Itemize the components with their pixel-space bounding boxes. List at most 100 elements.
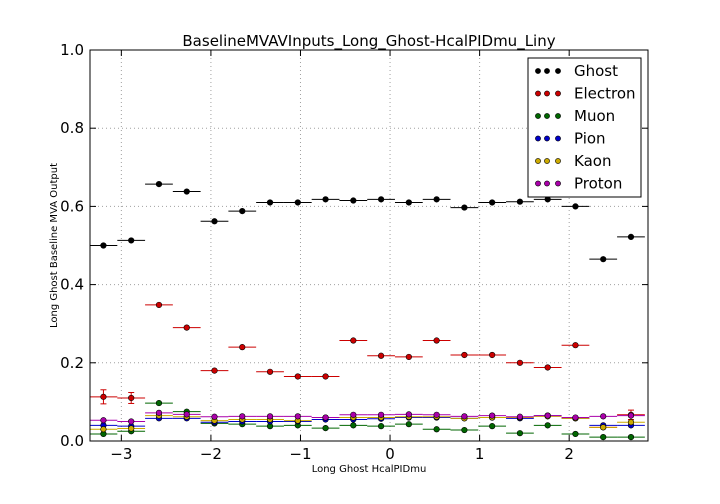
x-tick-label: −1 [289,445,311,463]
y-tick-label: 0.8 [60,119,84,137]
data-point [155,399,163,407]
x-tick-label: −3 [110,445,132,463]
data-point [489,199,496,206]
data-point [572,203,579,210]
data-point [489,412,496,419]
x-tick-label: −2 [200,445,222,463]
x-tick-label: 1 [475,445,485,463]
data-point [128,425,135,432]
data-point [377,423,385,430]
legend-label: Ghost [574,62,618,80]
data-point [266,199,274,206]
series-ghost [89,181,645,263]
legend-marker [535,180,541,187]
legend-marker [535,68,541,74]
data-point [516,430,524,437]
data-point [516,413,524,420]
legend-marker [544,68,550,74]
data-point [183,324,190,331]
data-point [600,424,607,431]
y-tick-label: 0.4 [60,276,84,294]
x-tick-label: 2 [564,445,574,463]
legend-label: Pion [574,130,606,148]
y-tick-label: 1.0 [60,41,84,59]
y-tick-label: 0.0 [60,432,84,450]
legend-marker [544,158,550,164]
data-point [128,237,135,244]
data-point [377,352,385,359]
data-point [350,337,357,344]
data-point [627,412,635,419]
data-point [266,368,274,375]
data-point [627,433,635,441]
data-point [489,423,496,430]
data-point [516,198,524,205]
plot-frame [89,49,649,442]
data-point [100,393,107,400]
data-point [433,337,440,344]
x-axis-label: Long Ghost HcalPIDmu [312,464,427,475]
legend-marker [555,90,561,97]
data-point [433,196,440,203]
legend-marker [555,113,561,119]
data-point [544,412,551,419]
legend-marker [535,90,541,97]
data-point [600,256,607,263]
legend-marker [535,158,541,164]
data-point [100,242,107,249]
data-point [627,233,635,240]
legend-marker [544,180,550,187]
legend-marker [544,135,550,142]
data-point [155,301,163,309]
data-point [405,199,412,206]
data-point [377,411,385,418]
data-point [294,413,301,420]
data-point [128,394,135,402]
data-point [350,197,357,204]
legend: Ghost Electron Muon Pion Kaon Proton [527,57,642,198]
data-point [100,417,107,424]
legend-label: Electron [574,85,636,103]
data-point [183,188,190,195]
data-point [489,351,496,359]
data-point [322,424,329,432]
axis-ticks: −3 −2 −1 0 1 2 0.0 0.2 0.4 0.6 0.8 1.0 [60,41,648,463]
series-electron [89,301,645,431]
legend-marker [535,113,541,119]
legend-label: Kaon [574,152,611,170]
data-point [461,204,468,211]
data-point [461,351,468,359]
data-point [572,430,579,438]
data-point [294,199,301,206]
legend-marker [555,68,561,74]
data-point [211,367,218,374]
chart-title: BaselineMVAVInputs_Long_Ghost-HcalPIDmu_… [182,32,555,51]
data-point [433,411,440,418]
data-point [128,418,135,425]
y-tick-label: 0.6 [60,197,84,215]
legend-marker [555,135,561,142]
legend-marker [555,158,561,164]
data-point [322,373,329,380]
data-point [266,413,274,420]
series-proton [89,409,645,425]
data-point [294,373,301,380]
data-point [544,364,551,371]
data-point [433,426,440,433]
data-point [100,426,107,433]
data-point [350,422,357,429]
data-point [322,414,329,421]
data-point [405,353,412,361]
data-point [239,344,246,351]
legend-marker [544,90,550,97]
legend-marker [535,135,541,142]
legend-marker [544,113,550,119]
series-layer [89,181,645,441]
legend-label: Proton [574,175,622,193]
data-point [461,426,468,434]
data-point [239,207,246,215]
data-point [211,218,218,225]
data-point [600,433,607,441]
x-tick-label: 0 [385,445,395,463]
